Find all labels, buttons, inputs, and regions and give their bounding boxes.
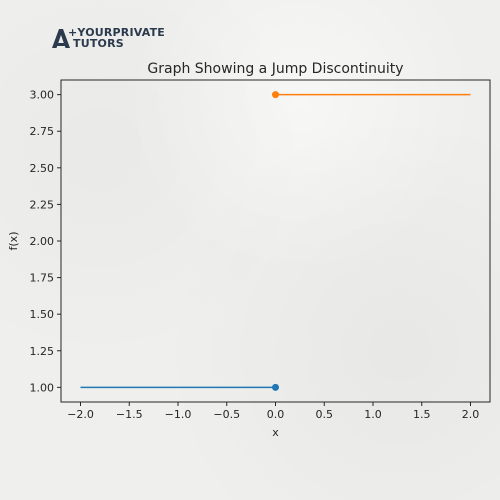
y-tick-label: 1.00 <box>30 381 55 394</box>
y-tick-label: 1.50 <box>30 308 55 321</box>
x-tick-label: 0.5 <box>316 408 334 421</box>
logo-text-bottom: TUTORS <box>73 37 124 50</box>
x-tick-label: −0.5 <box>213 408 240 421</box>
x-axis-label: x <box>272 426 279 439</box>
x-tick-label: 1.5 <box>413 408 431 421</box>
logo-mark-icon <box>52 29 70 48</box>
series-layer <box>80 91 471 391</box>
y-axis-label: f(x) <box>7 232 20 251</box>
x-axis-ticks: −2.0 −1.5 −1.0 −0.5 0.0 0.5 1.0 1.5 2.0 <box>67 402 479 421</box>
y-tick-label: 1.75 <box>30 272 55 285</box>
x-tick-label: −1.0 <box>165 408 192 421</box>
plot-frame <box>60 79 491 403</box>
series-endpoint-1 <box>272 383 279 391</box>
y-tick-label: 2.00 <box>30 235 55 248</box>
x-tick-label: −2.0 <box>67 408 94 421</box>
series-endpoint-2 <box>272 91 279 99</box>
y-tick-label: 2.50 <box>30 162 55 175</box>
y-tick-label: 2.75 <box>30 125 55 138</box>
x-tick-label: 2.0 <box>462 408 480 421</box>
y-tick-label: 3.00 <box>30 89 55 102</box>
chart-title: Graph Showing a Jump Discontinuity <box>147 61 403 77</box>
x-tick-label: −1.5 <box>116 408 143 421</box>
x-tick-label: 0.0 <box>267 408 285 421</box>
y-axis-ticks: 1.00 1.25 1.50 1.75 2.00 2.25 2.50 2.75 3.00 <box>30 89 61 394</box>
logo-text-top: +YOURPRIVATE <box>68 26 166 39</box>
brand-logo: +YOURPRIVATE TUTORS <box>50 27 190 51</box>
x-tick-label: 1.0 <box>364 408 382 421</box>
y-tick-label: 1.25 <box>30 345 55 358</box>
y-tick-label: 2.25 <box>30 198 55 211</box>
